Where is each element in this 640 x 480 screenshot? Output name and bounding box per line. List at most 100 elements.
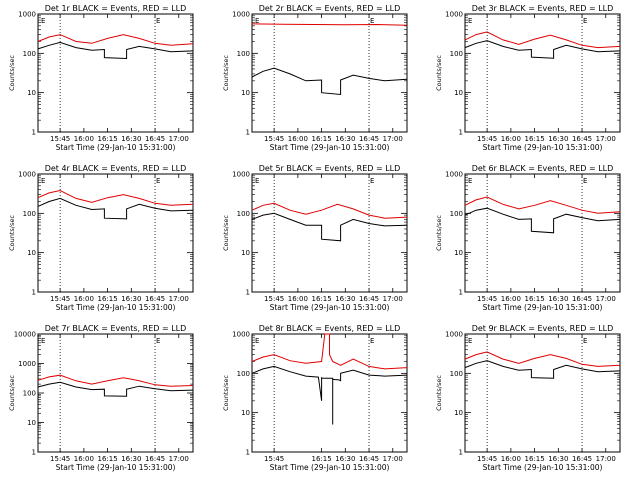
annotation-label: E [156, 17, 160, 25]
x-axis-label: Start Time (29-Jan-10 15:31:00) [270, 143, 390, 152]
panel-det-6: Det 6r BLACK = Events, RED = LLD 1 10 100 10… [435, 164, 621, 312]
y-axis-label: Counts/sec [8, 55, 16, 91]
x-tick-label: 16:45 [145, 295, 165, 303]
x-axis-label: Start Time (29-Jan-10 15:31:00) [270, 463, 390, 472]
chart-title: Det 3r BLACK = Events, RED = LLD [472, 4, 614, 13]
x-tick-label: 16:00 [288, 295, 308, 303]
y-tick-label: 1000 [445, 331, 463, 339]
series-line-lld [37, 189, 194, 206]
annotation-label: E [370, 337, 374, 345]
series-line-events [464, 40, 621, 59]
x-tick-label: 17:00 [169, 295, 189, 303]
y-tick-label: 10 [27, 419, 36, 427]
series-line-events [37, 381, 194, 397]
y-tick-label: 1000 [445, 11, 463, 19]
x-tick-label: 17:00 [596, 135, 616, 143]
x-tick-label: 17:00 [169, 455, 189, 463]
series-line-lld [464, 351, 621, 367]
series-line-events [251, 212, 408, 242]
x-tick-label: 17:00 [383, 455, 403, 463]
y-axis-label: Counts/sec [435, 55, 443, 91]
y-tick-label: 1000 [18, 171, 36, 179]
x-tick-label: 15:45 [264, 135, 284, 143]
x-tick-label: 16:30 [335, 295, 355, 303]
panel-det-1: Det 1r BLACK = Events, RED = LLD 1 10 100 10… [8, 4, 194, 152]
y-tick-label: 100 [237, 210, 250, 218]
x-tick-label: 17:00 [596, 455, 616, 463]
y-tick-label: 1000 [18, 360, 36, 368]
y-tick-label: 1000 [445, 171, 463, 179]
panel-det-7: Det 7r BLACK = Events, RED = LLD 1 10 100 10… [8, 324, 194, 472]
annotation-label: E [156, 337, 160, 345]
x-tick-label: 16:15 [311, 455, 331, 463]
y-tick-label: 1 [459, 289, 463, 297]
series-line-events [464, 207, 621, 234]
x-tick-label: 15:45 [477, 455, 497, 463]
plot-frame [464, 333, 621, 453]
x-tick-label: 16:45 [572, 455, 592, 463]
y-axis-label: Counts/sec [435, 375, 443, 411]
y-tick-label: 1 [32, 129, 36, 137]
y-tick-label: 10000 [14, 331, 36, 339]
y-axis-label: Counts/sec [8, 375, 16, 411]
y-tick-label: 10 [27, 249, 36, 257]
x-axis-label: Start Time (29-Jan-10 15:31:00) [483, 143, 603, 152]
y-tick-label: 1 [246, 129, 250, 137]
x-tick-label: 16:00 [74, 295, 94, 303]
y-tick-label: 10 [454, 89, 463, 97]
x-tick-label: 16:15 [524, 455, 544, 463]
y-tick-label: 1 [32, 449, 36, 457]
y-axis-label: Counts/sec [222, 375, 230, 411]
x-tick-label: 16:15 [97, 455, 117, 463]
annotation-label: E [370, 17, 374, 25]
y-tick-label: 1000 [18, 11, 36, 19]
series-line-events [464, 360, 621, 379]
annotation-label: E [468, 337, 472, 345]
annotation-label: E [156, 177, 160, 185]
y-tick-label: 1000 [232, 331, 250, 339]
y-tick-label: 1000 [232, 171, 250, 179]
series-line-events [37, 41, 194, 60]
y-tick-label: 100 [237, 50, 250, 58]
x-tick-label: 16:30 [335, 135, 355, 143]
x-axis-label: Start Time (29-Jan-10 15:31:00) [56, 303, 176, 312]
x-tick-label: 16:45 [359, 295, 379, 303]
series-line-lld [464, 196, 621, 214]
series-line-lld [464, 31, 621, 49]
plot-frame [37, 13, 194, 133]
annotation-label: E [41, 177, 45, 185]
series-line-lld [37, 34, 194, 46]
x-tick-label: 16:15 [524, 295, 544, 303]
annotation-label: E [255, 17, 259, 25]
series-line-events [251, 67, 408, 96]
x-tick-label: 16:30 [121, 455, 141, 463]
chart-title: Det 9r BLACK = Events, RED = LLD [472, 324, 614, 333]
series-line-lld [251, 333, 408, 370]
annotation-label: E [468, 17, 472, 25]
x-tick-label: 16:15 [311, 295, 331, 303]
annotation-label: E [583, 337, 587, 345]
x-tick-label: 15:45 [264, 295, 284, 303]
x-tick-label: 16:15 [97, 135, 117, 143]
x-axis-label: Start Time (29-Jan-10 15:31:00) [483, 303, 603, 312]
x-tick-label: 16:00 [501, 295, 521, 303]
y-tick-label: 10 [241, 249, 250, 257]
annotation-label: E [41, 17, 45, 25]
series-line-lld [37, 374, 194, 387]
x-tick-label: 16:00 [501, 455, 521, 463]
x-tick-label: 16:30 [121, 295, 141, 303]
annotation-label: E [468, 177, 472, 185]
x-tick-label: 15:45 [264, 455, 284, 463]
x-tick-label: 16:30 [335, 455, 355, 463]
x-tick-label: 17:00 [596, 295, 616, 303]
x-tick-label: 16:00 [501, 135, 521, 143]
x-tick-label: 15:45 [50, 455, 70, 463]
plot-frame [464, 173, 621, 293]
x-tick-label: 16:30 [548, 295, 568, 303]
x-tick-label: 16:15 [524, 135, 544, 143]
x-tick-label: 16:00 [74, 455, 94, 463]
plot-frame [251, 13, 408, 133]
y-tick-label: 10 [27, 89, 36, 97]
panel-det-5: Det 5r BLACK = Events, RED = LLD 1 10 100 10… [222, 164, 408, 312]
